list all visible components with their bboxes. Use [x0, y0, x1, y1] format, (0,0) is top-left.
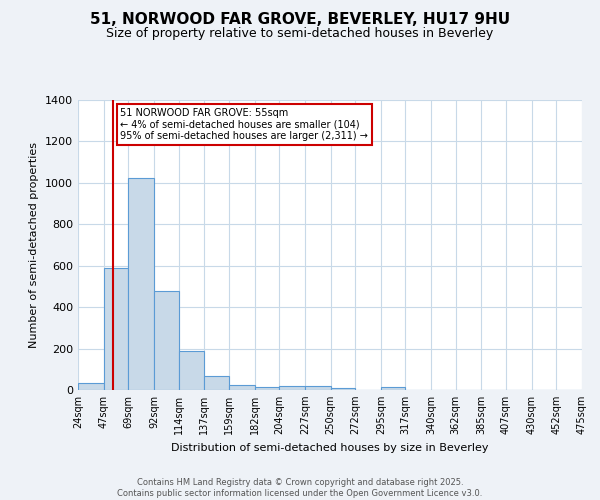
Text: 51, NORWOOD FAR GROVE, BEVERLEY, HU17 9HU: 51, NORWOOD FAR GROVE, BEVERLEY, HU17 9H…	[90, 12, 510, 28]
Bar	[179, 350, 204, 390]
X-axis label: Distribution of semi-detached houses by size in Beverley: Distribution of semi-detached houses by …	[171, 442, 489, 452]
Bar	[229, 385, 254, 390]
Bar	[204, 376, 229, 390]
Bar	[279, 386, 305, 390]
Bar	[331, 388, 355, 390]
Y-axis label: Number of semi-detached properties: Number of semi-detached properties	[29, 142, 40, 348]
Bar	[104, 268, 128, 390]
Bar	[305, 386, 331, 390]
Text: Contains HM Land Registry data © Crown copyright and database right 2025.
Contai: Contains HM Land Registry data © Crown c…	[118, 478, 482, 498]
Text: 51 NORWOOD FAR GROVE: 55sqm
← 4% of semi-detached houses are smaller (104)
95% o: 51 NORWOOD FAR GROVE: 55sqm ← 4% of semi…	[121, 108, 368, 142]
Bar	[128, 178, 154, 390]
Bar	[254, 387, 279, 390]
Bar	[78, 383, 104, 390]
Bar	[381, 387, 406, 390]
Bar	[154, 290, 179, 390]
Text: Size of property relative to semi-detached houses in Beverley: Size of property relative to semi-detach…	[106, 28, 494, 40]
